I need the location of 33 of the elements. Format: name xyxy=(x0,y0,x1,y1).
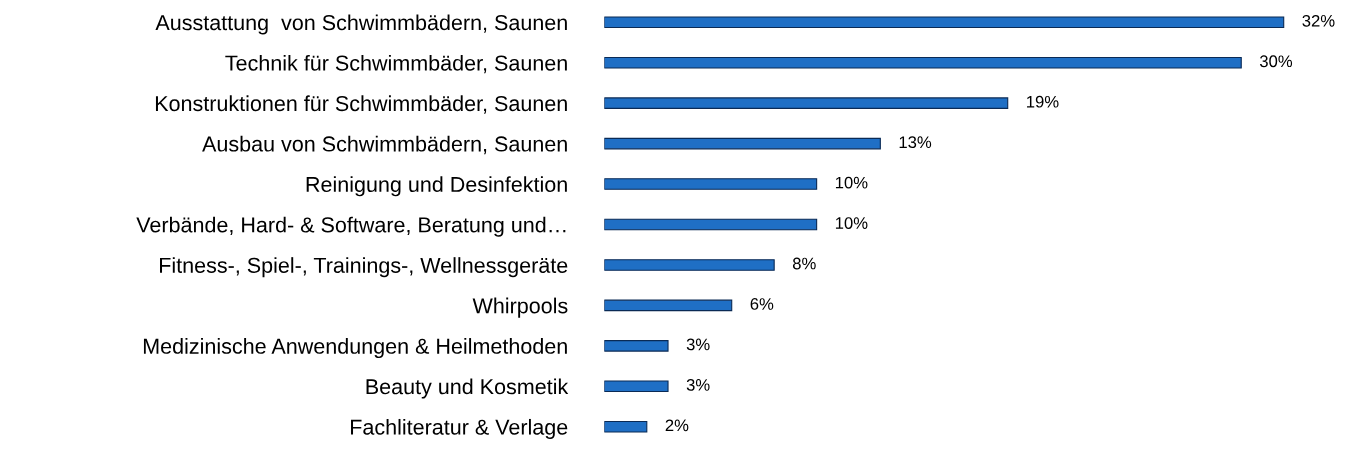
data-label: 8% xyxy=(792,257,816,270)
bar xyxy=(604,56,1242,69)
bar xyxy=(604,299,733,312)
y-tick-label: Whirpools xyxy=(472,297,568,318)
y-tick-label: Technik für Schwimmbäder, Saunen xyxy=(225,54,567,74)
y-tick-label: Medizinische Anwendungen & Heilmethoden xyxy=(143,338,567,359)
data-label: 30% xyxy=(1259,55,1293,68)
data-label: 3% xyxy=(686,378,710,391)
bar xyxy=(604,259,775,271)
data-label: 10% xyxy=(835,217,868,229)
data-label: 32% xyxy=(1302,14,1335,27)
data-label: 13% xyxy=(899,136,932,149)
data-label: 3% xyxy=(686,338,710,351)
bar xyxy=(604,340,669,352)
y-tick-label: Reinigung und Desinfektion xyxy=(306,176,567,197)
y-tick-label: Beauty und Kosmetik xyxy=(366,378,569,399)
bar xyxy=(604,380,669,393)
y-tick-label: Ausstattung von Schwimmbädern, Saunen xyxy=(155,14,567,35)
y-tick-label: Verbände, Hard- & Software, Beratung und… xyxy=(136,216,566,237)
data-label: 10% xyxy=(835,176,868,189)
y-tick-label: Ausbau von Schwimmbädern, Saunen xyxy=(202,135,567,155)
bar xyxy=(604,97,1009,109)
bar xyxy=(604,218,818,231)
data-label: 6% xyxy=(750,298,774,310)
data-label: 19% xyxy=(1027,95,1059,108)
bar xyxy=(604,137,881,150)
y-tick-label: Fitness-, Spiel-, Trainings-, Wellnessgeräte xyxy=(160,257,568,278)
data-label: 2% xyxy=(665,419,689,432)
y-tick-label: Konstruktionen für Schwimmbäder, Saunen xyxy=(155,95,567,114)
bar xyxy=(604,16,1285,29)
y-tick-label: Fachliteratur & Verlage xyxy=(351,418,568,440)
bar xyxy=(604,178,818,190)
bar xyxy=(604,420,648,433)
